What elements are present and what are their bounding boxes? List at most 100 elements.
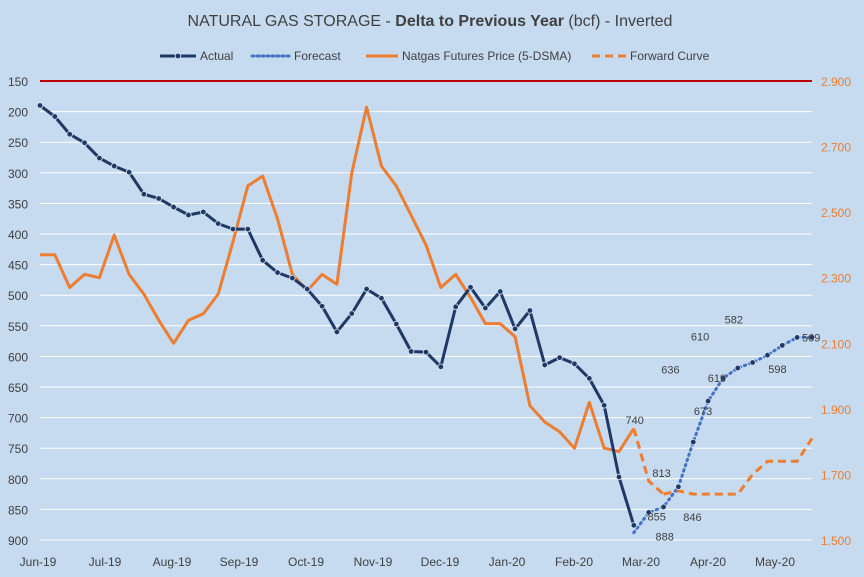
actual-point [393, 320, 400, 328]
x-tick-label: Jun-19 [20, 555, 57, 569]
x-tick-label: Nov-19 [354, 555, 393, 569]
actual-point [541, 361, 548, 369]
actual-point [259, 257, 266, 264]
forecast-data-label: 636 [661, 364, 679, 376]
x-tick-label: Jul-19 [89, 555, 122, 569]
forecast-point [719, 375, 727, 382]
right-tick-label: 2.700 [821, 141, 851, 155]
series-layer [36, 102, 816, 535]
forecast-data-label: 673 [694, 406, 712, 418]
actual-point [274, 269, 281, 276]
actual-point [304, 285, 311, 293]
actual-point [125, 168, 133, 176]
left-tick-label: 600 [8, 350, 28, 364]
left-tick-label: 900 [8, 534, 28, 548]
actual-point [318, 303, 326, 310]
forecast-point [675, 483, 682, 490]
right-tick-label: 1.900 [821, 403, 851, 417]
x-tick-label: Mar-20 [622, 555, 660, 569]
left-tick-label: 200 [8, 106, 28, 120]
price-transition-line [632, 428, 665, 496]
gridlines [40, 111, 812, 541]
actual-point [363, 285, 370, 293]
forecast-data-label: 619 [708, 373, 726, 385]
actual-point [586, 375, 593, 382]
left-tick-label: 800 [8, 473, 28, 487]
x-tick-label: Aug-19 [153, 555, 192, 569]
actual-point [185, 211, 192, 219]
forecast-data-label: 740 [626, 415, 644, 427]
actual-point [407, 348, 415, 355]
forecast-data-label: 813 [652, 468, 670, 480]
actual-point [36, 102, 44, 109]
actual-point [615, 473, 623, 481]
forecast-point [808, 334, 816, 341]
actual-point [378, 295, 385, 302]
actual-point [482, 304, 489, 312]
legend-price-label: Natgas Futures Price (5-DSMA) [402, 49, 571, 63]
actual-point [96, 154, 103, 162]
left-tick-label: 850 [8, 503, 28, 517]
legend: Actual Forecast Natgas Futures Price (5-… [160, 49, 710, 63]
actual-point [452, 303, 459, 311]
actual-point [200, 208, 207, 216]
actual-point [333, 328, 341, 336]
right-tick-label: 2.300 [821, 272, 851, 286]
x-tick-label: Oct-19 [288, 555, 324, 569]
actual-point [467, 284, 474, 291]
actual-point [556, 354, 563, 361]
forecast-data-label: 846 [683, 512, 701, 524]
actual-point [66, 131, 73, 138]
title-suffix: (bcf) - Inverted [564, 13, 672, 30]
forecast-point [645, 509, 652, 516]
actual-point [526, 307, 534, 314]
x-tick-label: May-20 [755, 555, 795, 569]
actual-point [244, 225, 252, 233]
forecast-data-label: 855 [648, 511, 666, 523]
actual-point [511, 325, 519, 333]
actual-point [229, 225, 237, 233]
actual-point [214, 220, 222, 227]
forecast-point [779, 342, 786, 349]
actual-point [140, 191, 148, 198]
legend-forward-label: Forward Curve [630, 49, 710, 63]
title-bold: Delta to Previous Year [395, 13, 564, 30]
title-prefix: NATURAL GAS STORAGE - [188, 13, 396, 30]
forecast-point [660, 503, 667, 511]
price-line [40, 105, 636, 453]
chart-title: NATURAL GAS STORAGE - Delta to Previous … [188, 13, 673, 30]
left-tick-label: 750 [8, 442, 28, 456]
x-tick-label: Sep-19 [220, 555, 259, 569]
forecast-point [704, 397, 712, 405]
left-tick-label: 300 [8, 167, 28, 181]
actual-point [155, 195, 162, 202]
forecast-data-label: 598 [768, 364, 786, 376]
right-tick-label: 1.700 [821, 468, 851, 482]
right-axis: 2.900 2.700 2.500 2.300 2.100 1.900 1.700 1.500 [821, 75, 851, 548]
left-tick-label: 400 [8, 228, 28, 242]
x-tick-label: Feb-20 [555, 555, 593, 569]
x-tick-label: Apr-20 [690, 555, 726, 569]
actual-point [571, 360, 578, 367]
actual-point [170, 203, 177, 211]
actual-point [600, 402, 608, 409]
actual-point [422, 348, 430, 356]
forecast-data-label: 610 [691, 332, 709, 344]
legend-forecast-label: Forecast [294, 49, 341, 63]
left-tick-label: 150 [8, 75, 28, 89]
forecast-point [690, 438, 697, 446]
forecast-data-label: 569 [802, 332, 820, 344]
forecast-point [734, 364, 741, 372]
left-tick-label: 500 [8, 289, 28, 303]
forecast-data-label: 582 [725, 314, 743, 326]
x-axis: Jun-19 Jul-19 Aug-19 Sep-19 Oct-19 Nov-19 Dec-… [20, 555, 796, 569]
right-tick-label: 2.900 [821, 75, 851, 89]
actual-point [51, 113, 59, 120]
actual-point [289, 274, 296, 282]
left-tick-label: 350 [8, 197, 28, 211]
actual-point [437, 363, 445, 371]
forecast-point [749, 359, 756, 366]
right-tick-label: 2.100 [821, 337, 851, 351]
